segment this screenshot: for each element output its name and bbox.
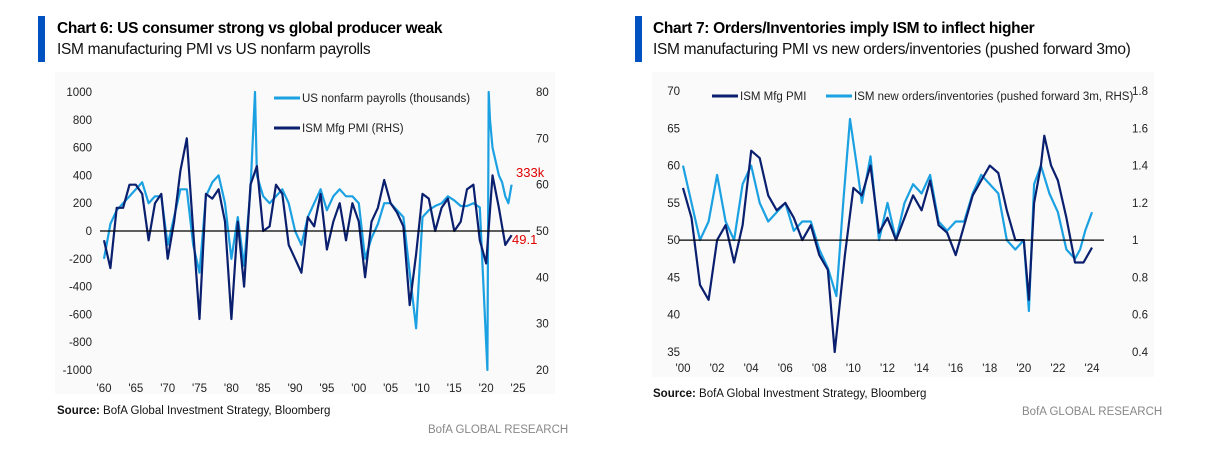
y2-tick-label: 70 xyxy=(536,133,549,145)
x-tick-label: '06 xyxy=(778,363,793,375)
chart7-accent-bar xyxy=(635,16,642,62)
chart7-source: Source: BofA Global Investment Strategy,… xyxy=(653,388,926,400)
y2-tick-label: 20 xyxy=(536,365,549,377)
y-tick-label: 70 xyxy=(667,86,680,98)
y2-tick-label: 1.2 xyxy=(1132,198,1148,210)
x-tick-label: '85 xyxy=(256,383,271,395)
x-tick-label: '00 xyxy=(351,383,366,395)
y2-tick-label: 40 xyxy=(536,272,549,284)
x-tick-label: '10 xyxy=(846,363,861,375)
chart6-source-label: Source: xyxy=(57,405,100,417)
y2-tick-label: 1 xyxy=(1132,235,1138,247)
y2-tick-label: 1.8 xyxy=(1132,86,1148,98)
chart7-plot: 70 65 60 55 50 45 40 35 1.8 1.6 1.4 1.2 1 0.8 0.6 0.4 '0… xyxy=(667,86,1149,375)
chart7-source-text: BofA Global Investment Strategy, Bloombe… xyxy=(699,388,927,400)
y-tick-label: -400 xyxy=(69,282,92,294)
x-tick-label: '05 xyxy=(383,383,398,395)
chart7-brand: BofA GLOBAL RESEARCH xyxy=(1022,406,1163,418)
x-tick-label: '25 xyxy=(511,383,526,395)
x-tick-label: '95 xyxy=(319,383,334,395)
x-tick-label: '00 xyxy=(676,363,691,375)
x-tick-label: '04 xyxy=(744,363,760,375)
chart6-title: Chart 6: US consumer strong vs global pr… xyxy=(57,20,443,37)
x-tick-label: '16 xyxy=(948,363,963,375)
x-tick-label: '70 xyxy=(160,383,175,395)
y-tick-label: 35 xyxy=(667,347,680,359)
y-tick-label: -600 xyxy=(69,309,92,321)
series-line-2 xyxy=(102,137,513,321)
x-tick-label: '14 xyxy=(914,363,930,375)
y2-tick-label: 80 xyxy=(536,87,549,99)
legend-label: ISM new orders/inventories (pushed forwa… xyxy=(854,91,1133,103)
x-tick-label: '90 xyxy=(288,383,303,395)
y-tick-label: 60 xyxy=(667,161,680,173)
chart6-subtitle: ISM manufacturing PMI vs US nonfarm payr… xyxy=(57,41,371,58)
x-tick-label: '60 xyxy=(97,383,112,395)
y2-tick-label: 0.4 xyxy=(1132,347,1149,359)
chart6-source: Source: BofA Global Investment Strategy,… xyxy=(57,405,330,417)
x-tick-label: '20 xyxy=(479,383,494,395)
y2-tick-label: 0.8 xyxy=(1132,272,1148,284)
x-tick-label: '02 xyxy=(710,363,725,375)
y2-tick-label: 50 xyxy=(536,226,549,238)
x-tick-label: '75 xyxy=(192,383,207,395)
chart6-source-text: BofA Global Investment Strategy, Bloombe… xyxy=(103,405,331,417)
x-tick-label: '15 xyxy=(447,383,462,395)
y-tick-label: 1000 xyxy=(66,87,92,99)
series-line-1 xyxy=(102,90,513,372)
x-tick-label: '20 xyxy=(1016,363,1031,375)
legend-label: ISM Mfg PMI xyxy=(740,91,806,103)
x-tick-label: '80 xyxy=(224,383,239,395)
x-tick-label: '18 xyxy=(982,363,997,375)
annotation-payrolls: 333k xyxy=(516,165,545,180)
chart6-plot: 1000 800 600 400 200 0 -200 -400 -600 -800 -1000 80… xyxy=(63,87,549,395)
y-tick-label: 400 xyxy=(73,170,92,182)
y-tick-label: 45 xyxy=(667,272,680,284)
chart6-accent-bar xyxy=(38,16,45,62)
y2-tick-label: 60 xyxy=(536,180,549,192)
x-tick-label: '24 xyxy=(1085,363,1101,375)
x-tick-label: '65 xyxy=(128,383,143,395)
y2-tick-label: 1.4 xyxy=(1132,161,1149,173)
y-tick-label: -800 xyxy=(69,337,92,349)
annotation-pmi: 49.1 xyxy=(512,232,537,247)
chart6-brand: BofA GLOBAL RESEARCH xyxy=(428,424,569,436)
chart7-title: Chart 7: Orders/Inventories imply ISM to… xyxy=(653,20,1035,37)
y-tick-label: 600 xyxy=(73,143,92,155)
legend-label: ISM Mfg PMI (RHS) xyxy=(302,123,404,135)
y-tick-label: 200 xyxy=(73,198,92,210)
y2-tick-label: 0.6 xyxy=(1132,310,1148,322)
y-tick-label: 800 xyxy=(73,115,92,127)
y-tick-label: 55 xyxy=(667,198,680,210)
chart7-subtitle: ISM manufacturing PMI vs new orders/inve… xyxy=(653,41,1131,58)
x-tick-label: '12 xyxy=(880,363,895,375)
y-tick-label: -200 xyxy=(69,254,92,266)
x-tick-label: '22 xyxy=(1050,363,1065,375)
x-tick-label: '08 xyxy=(812,363,827,375)
y-tick-label: -1000 xyxy=(63,365,92,377)
y-tick-label: 65 xyxy=(667,123,680,135)
y-tick-label: 0 xyxy=(86,226,92,238)
y-tick-label: 40 xyxy=(667,310,680,322)
y2-tick-label: 1.6 xyxy=(1132,123,1148,135)
x-tick-label: '10 xyxy=(415,383,430,395)
chart7-source-label: Source: xyxy=(653,388,696,400)
legend-label: US nonfarm payrolls (thousands) xyxy=(302,93,470,105)
y-tick-label: 50 xyxy=(667,235,680,247)
y2-tick-label: 30 xyxy=(536,319,549,331)
